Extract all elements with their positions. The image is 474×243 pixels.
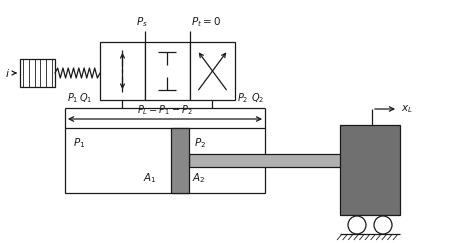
Bar [189,154,345,167]
Bar [65,128,265,193]
Text: $P_s$: $P_s$ [136,15,148,29]
Bar [100,42,145,100]
Circle shape [348,216,366,234]
Bar [340,125,400,215]
Text: $Q_2$: $Q_2$ [251,91,264,105]
Text: $P_t=0$: $P_t=0$ [191,15,221,29]
Text: $P_1$: $P_1$ [73,136,85,150]
Text: $P_2$: $P_2$ [194,136,206,150]
Text: $Q_1$: $Q_1$ [79,91,92,105]
Bar [171,128,189,193]
Text: $x_L$: $x_L$ [401,103,413,115]
Text: $A_1$: $A_1$ [143,171,156,185]
Circle shape [374,216,392,234]
Bar [190,42,235,100]
Text: $i$: $i$ [5,67,10,79]
Text: $P_2$: $P_2$ [237,91,248,105]
Bar [20,59,55,87]
Bar [145,42,190,100]
Text: $A_2$: $A_2$ [192,171,206,185]
Text: $P_L = P_1 - P_2$: $P_L = P_1 - P_2$ [137,103,193,117]
Text: $P_1$: $P_1$ [67,91,79,105]
